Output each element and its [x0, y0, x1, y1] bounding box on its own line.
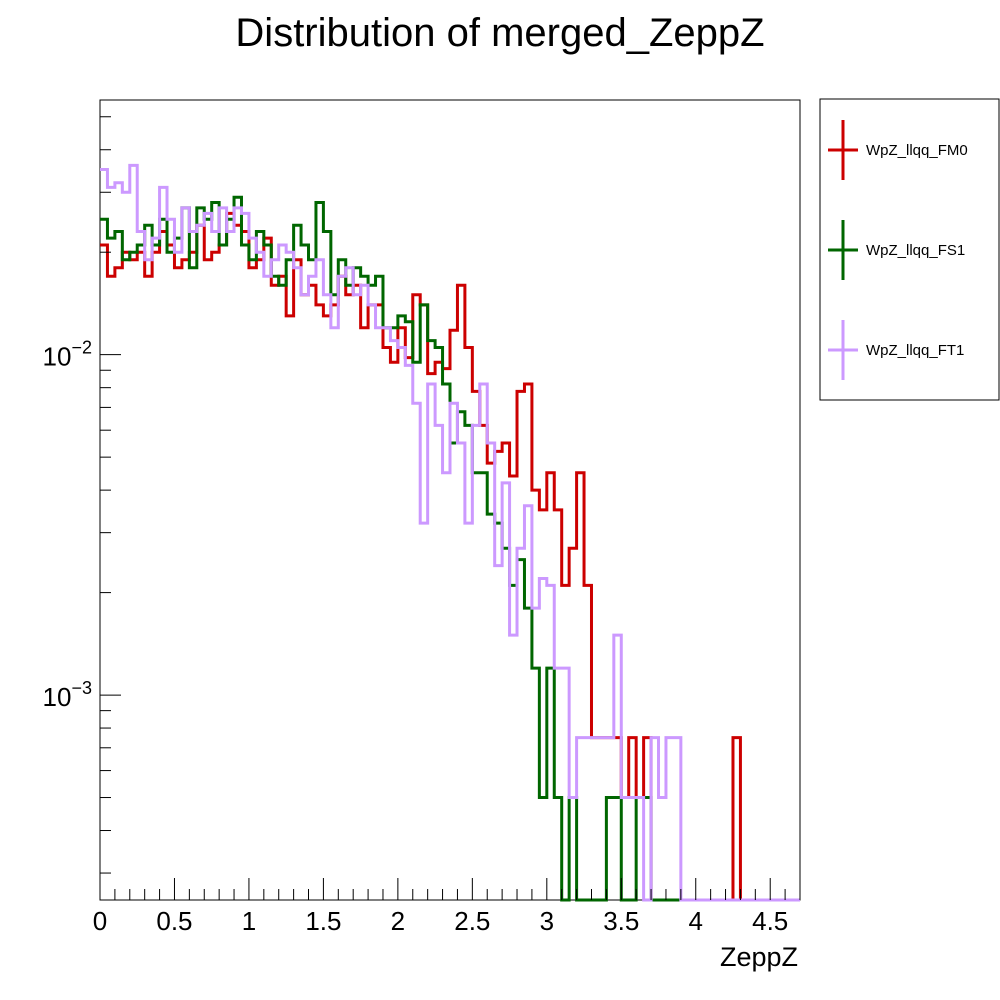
x-tick-label: 2 — [391, 906, 405, 936]
legend-label: WpZ_llqq_FM0 — [866, 142, 968, 159]
x-tick-label: 2.5 — [454, 906, 490, 936]
legend-entry-3: WpZ_llqq_FT1 — [828, 320, 964, 380]
x-tick-label: 4.5 — [752, 906, 788, 936]
y-axis: 10−2 10−3 — [43, 116, 121, 874]
series-layer — [100, 163, 800, 902]
x-tick-label: 3.5 — [603, 906, 639, 936]
series-line-1 — [100, 211, 800, 902]
x-axis-label: ZeppZ — [720, 942, 798, 972]
y-tick-label: 10−3 — [43, 678, 92, 712]
series-line-3 — [100, 163, 800, 902]
plot-frame — [99, 99, 801, 901]
x-tick-label: 3 — [540, 906, 554, 936]
x-tick-label: 1.5 — [305, 906, 341, 936]
x-axis: 0 0.5 1 1.5 2 2.5 3 3.5 4 4.5 — [93, 878, 801, 936]
chart-title: Distribution of merged_ZeppZ — [235, 11, 764, 55]
legend-label: WpZ_llqq_FS1 — [866, 242, 965, 259]
x-tick-label: 0.5 — [156, 906, 192, 936]
legend-entry-1: WpZ_llqq_FM0 — [828, 120, 968, 180]
x-tick-label: 4 — [689, 906, 703, 936]
legend: WpZ_llqq_FM0 WpZ_llqq_FS1 WpZ_llqq_FT1 — [819, 98, 1000, 401]
y-tick-label: 10−2 — [43, 338, 92, 372]
series-line-2 — [100, 195, 800, 902]
x-tick-label: 0 — [93, 906, 107, 936]
legend-label: WpZ_llqq_FT1 — [866, 342, 964, 359]
x-tick-label: 1 — [242, 906, 256, 936]
legend-entry-2: WpZ_llqq_FS1 — [828, 220, 965, 280]
